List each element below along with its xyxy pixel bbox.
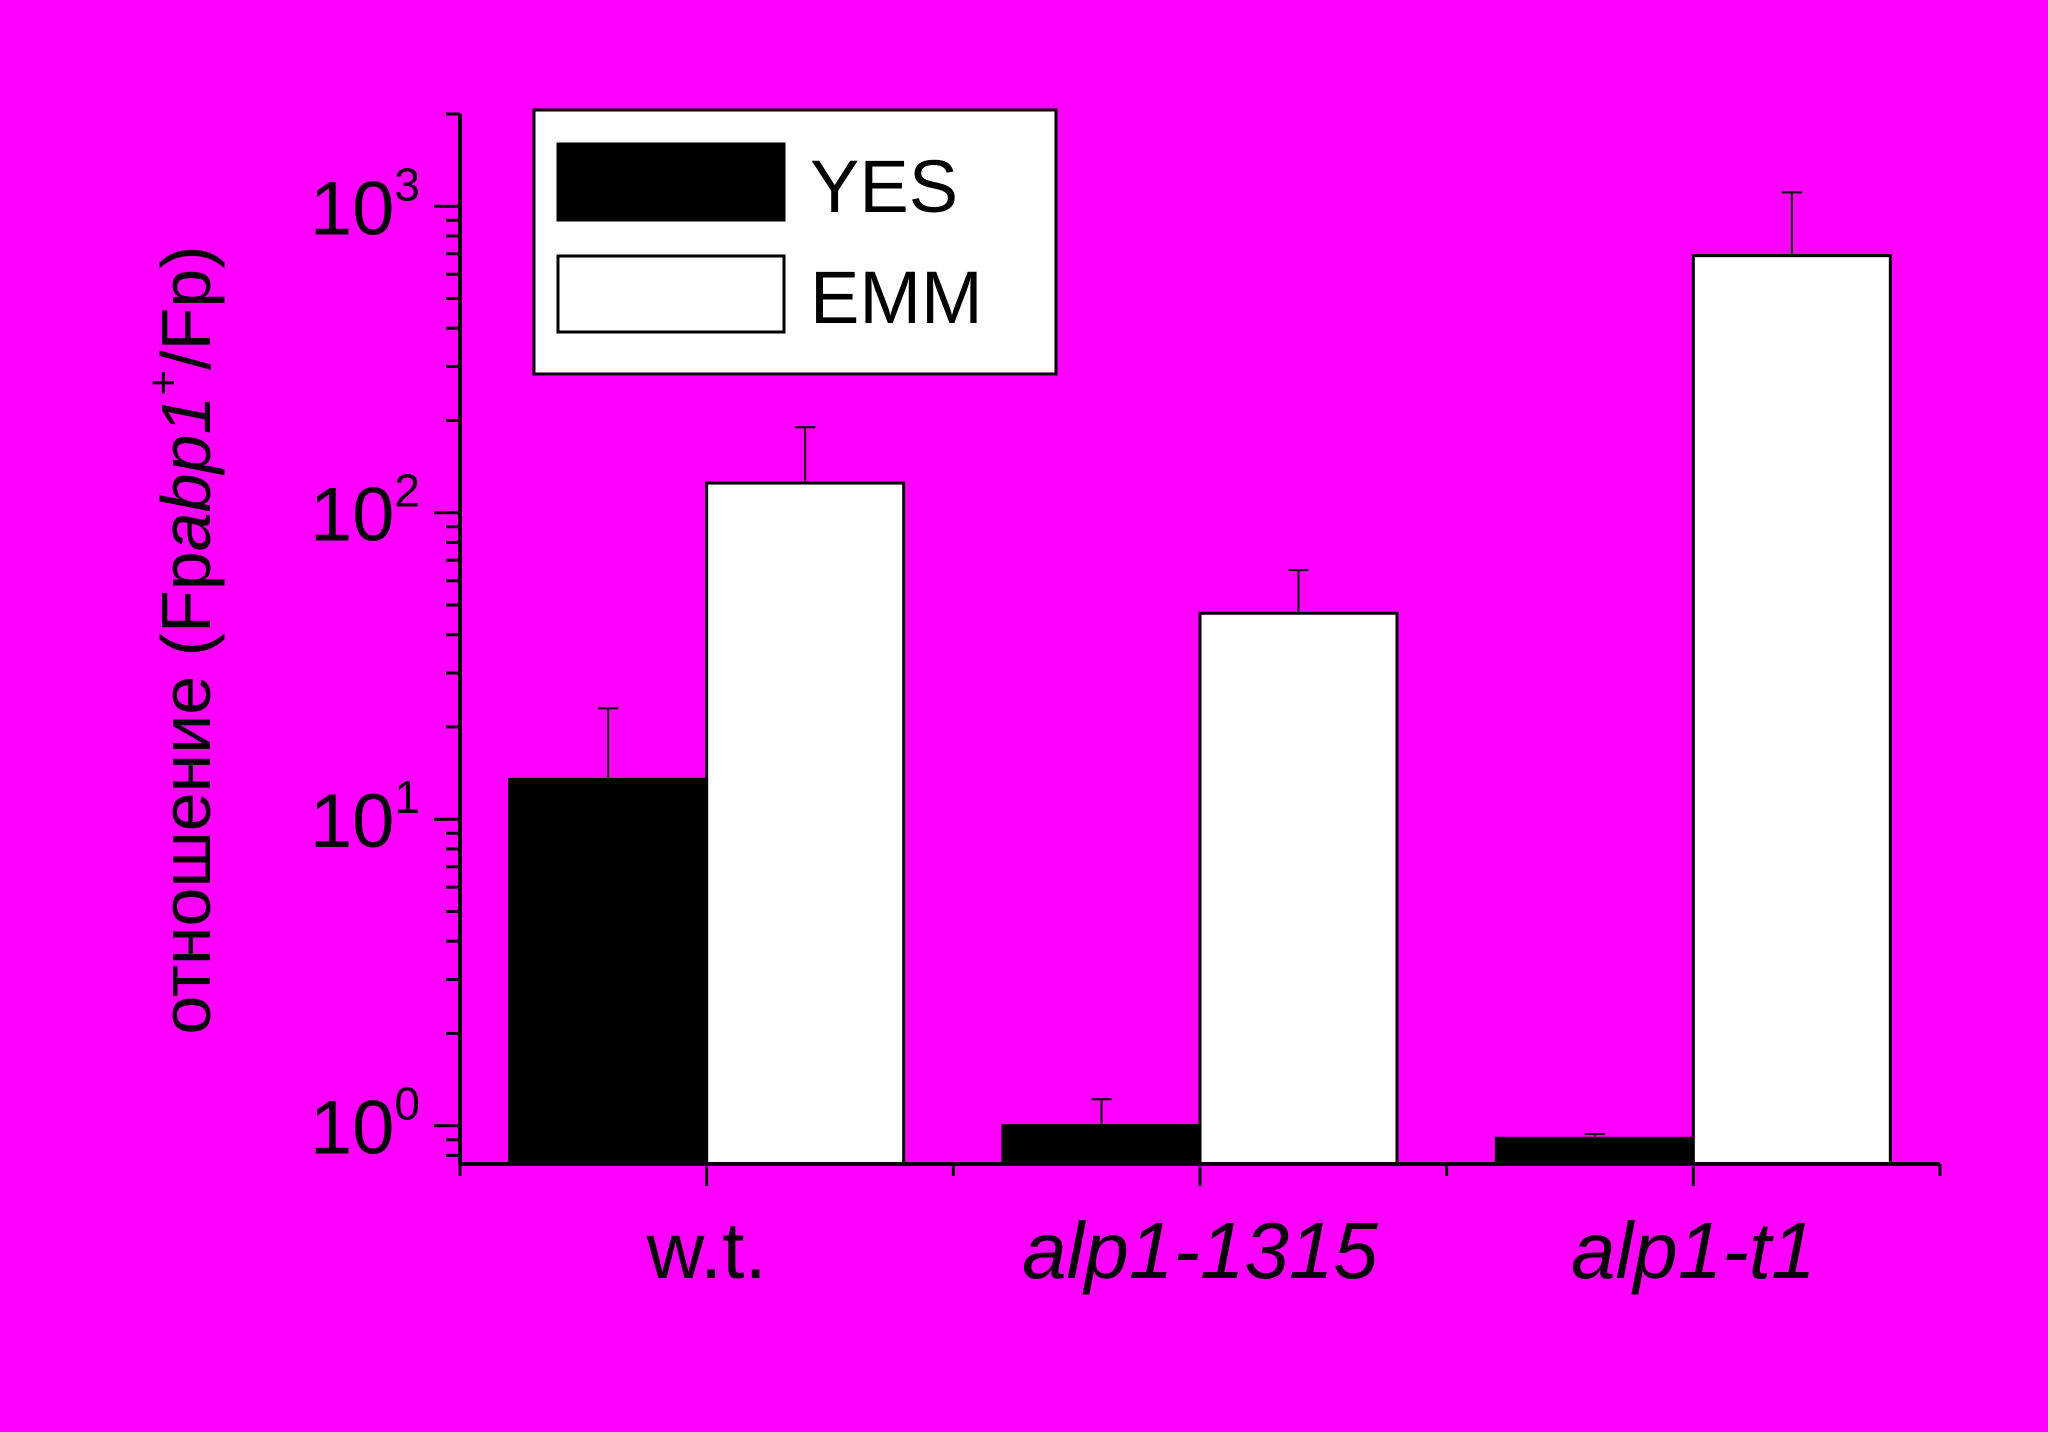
y-axis-label-italic: abp1 bbox=[147, 396, 225, 552]
legend: YES EMM bbox=[532, 108, 1058, 376]
y-tick-label: 101 bbox=[310, 771, 420, 864]
bar-emm bbox=[1198, 611, 1399, 1166]
y-tick-exponent: 0 bbox=[394, 1078, 420, 1130]
x-tick-label: alp1-1315 bbox=[1022, 1206, 1378, 1295]
legend-swatch-yes bbox=[556, 142, 786, 222]
legend-label-yes: YES bbox=[810, 145, 958, 228]
y-tick-label: 100 bbox=[310, 1078, 420, 1171]
y-axis-label: отношение (Fpabp1+/Fp) bbox=[139, 245, 225, 1034]
bar-yes bbox=[1494, 1136, 1695, 1166]
bar-emm bbox=[705, 481, 906, 1166]
y-axis-label-superscript: + bbox=[139, 370, 188, 396]
y-tick-base: 10 bbox=[310, 166, 395, 251]
y-tick-label: 103 bbox=[310, 158, 420, 251]
y-axis-label-prefix: отношение (Fp bbox=[147, 551, 225, 1034]
y-tick-exponent: 1 bbox=[394, 771, 420, 823]
y-tick-base: 10 bbox=[310, 1086, 395, 1171]
x-ticks: w.t. alp1-1315 alp1-t1 bbox=[458, 1164, 1942, 1295]
y-tick-exponent: 2 bbox=[394, 465, 420, 517]
y-tick-label: 102 bbox=[310, 465, 420, 558]
bar-yes bbox=[1001, 1124, 1202, 1166]
legend-swatch-emm bbox=[556, 254, 786, 334]
x-tick-label: alp1-t1 bbox=[1571, 1206, 1816, 1295]
y-axis-label-suffix: /Fp) bbox=[147, 245, 225, 369]
y-tick-base: 10 bbox=[310, 473, 395, 558]
bar-emm bbox=[1691, 254, 1892, 1166]
error-bars bbox=[598, 191, 1802, 1139]
y-tick-exponent: 3 bbox=[394, 158, 420, 210]
bars bbox=[508, 254, 1892, 1166]
y-tick-base: 10 bbox=[310, 779, 395, 864]
legend-label-emm: EMM bbox=[810, 256, 983, 339]
bar-yes bbox=[508, 777, 709, 1166]
x-tick-label: w.t. bbox=[646, 1206, 767, 1295]
